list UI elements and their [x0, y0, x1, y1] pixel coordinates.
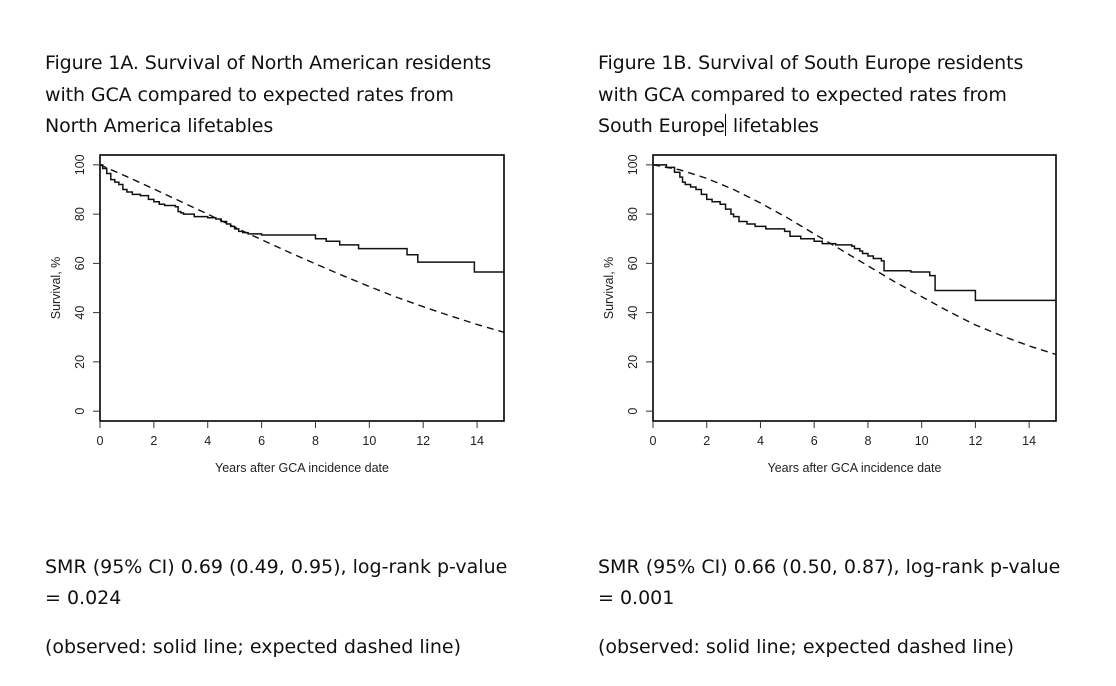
plot-frame	[652, 154, 1057, 422]
x-tick-label: 4	[757, 434, 764, 448]
observed-survival-line	[653, 164, 1056, 302]
figure-1a-title: Figure 1A. Survival of North American re…	[45, 48, 545, 143]
text-cursor	[724, 114, 726, 136]
x-tick-label: 4	[204, 434, 211, 448]
title-line: with GCA compared to expected rates from	[598, 83, 1007, 106]
y-tick-label: 40	[626, 306, 640, 320]
y-tick-label: 0	[626, 408, 640, 415]
title-line: North America lifetables	[45, 115, 274, 137]
stats-line: SMR (95% CI) 0.66 (0.50, 0.87), log-rank…	[598, 556, 1061, 578]
x-tick-label: 10	[362, 434, 376, 448]
y-tick-label: 80	[626, 207, 640, 221]
x-tick-label: 10	[915, 434, 929, 448]
x-tick-label: 0	[97, 434, 104, 448]
y-tick-label: 0	[73, 408, 87, 415]
line-legend-note-1a: (observed: solid line; expected dashed l…	[45, 636, 462, 658]
x-tick-label: 2	[703, 434, 710, 448]
y-axis-label: Survival, %	[49, 257, 63, 320]
x-tick-label: 6	[258, 434, 265, 448]
plot-frame	[99, 154, 505, 422]
y-tick-label: 80	[73, 207, 87, 221]
expected-survival-line	[652, 164, 1057, 356]
x-tick-label: 8	[312, 434, 319, 448]
y-tick-label: 60	[626, 256, 640, 270]
x-tick-label: 0	[650, 434, 657, 448]
line-legend-note-1b: (observed: solid line; expected dashed l…	[598, 636, 1015, 658]
y-tick-label: 20	[626, 355, 640, 369]
title-line: with GCA compared to expected rates from	[45, 83, 454, 106]
survival-chart-1b: 0 20 40 60 80 100 0 2 4 6 8 10 12 14 Years after GCA i…	[602, 154, 1057, 475]
y-tick-label: 20	[73, 355, 87, 369]
y-tick-label: 100	[626, 154, 640, 175]
title-line-with-cursor[interactable]: South Europe lifetables	[598, 111, 1098, 143]
smr-stats-1b: SMR (95% CI) 0.66 (0.50, 0.87), log-rank…	[598, 552, 1116, 614]
x-tick-label: 12	[416, 434, 430, 448]
y-tick-label: 60	[73, 256, 87, 270]
x-axis-label: Years after GCA incidence date	[215, 461, 389, 475]
observed-survival-line	[100, 164, 504, 273]
title-text: South Europe	[598, 115, 725, 137]
figure-1a-panel: Figure 1A. Survival of North American re…	[45, 0, 585, 686]
stats-line: = 0.024	[45, 587, 122, 609]
stats-line: SMR (95% CI) 0.69 (0.49, 0.95), log-rank…	[45, 556, 508, 578]
smr-stats-1a: SMR (95% CI) 0.69 (0.49, 0.95), log-rank…	[45, 552, 565, 614]
figure-1b-panel: Figure 1B. Survival of South Europe resi…	[598, 0, 1116, 686]
title-text: lifetables	[726, 115, 819, 137]
y-tick-label: 40	[73, 306, 87, 320]
x-tick-label: 14	[470, 434, 484, 448]
x-axis-label: Years after GCA incidence date	[768, 461, 942, 475]
y-axis-label: Survival, %	[602, 257, 616, 320]
expected-survival-line	[99, 164, 505, 334]
figure-1b-title: Figure 1B. Survival of South Europe resi…	[598, 48, 1098, 143]
stats-line: = 0.001	[598, 587, 675, 609]
y-tick-label: 100	[73, 154, 87, 175]
x-tick-label: 12	[968, 434, 982, 448]
survival-chart-1a: 0 20 40 60 80 100 0 2 4 6 8 10 12 14 Years after GCA i…	[49, 154, 505, 475]
x-tick-label: 14	[1022, 434, 1036, 448]
x-tick-label: 6	[811, 434, 818, 448]
title-line: Figure 1B. Survival of South Europe resi…	[598, 52, 1024, 74]
title-line: Figure 1A. Survival of North American re…	[45, 52, 492, 74]
x-tick-label: 8	[864, 434, 871, 448]
x-tick-label: 2	[150, 434, 157, 448]
